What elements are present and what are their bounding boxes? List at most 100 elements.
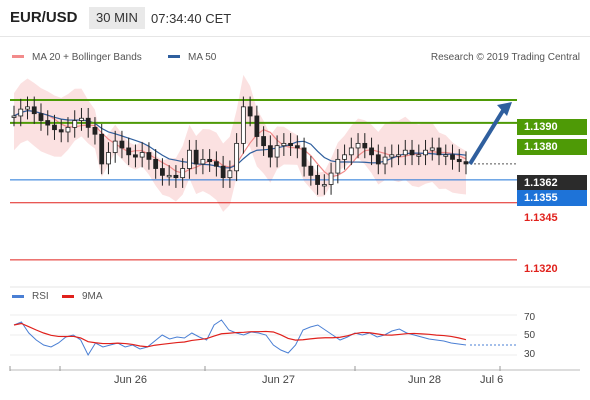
candle-body-43 bbox=[301, 147, 307, 167]
candle-body-41 bbox=[288, 142, 293, 147]
candle-body-2 bbox=[25, 106, 30, 110]
candle-body-51 bbox=[355, 142, 361, 149]
candle-body-48 bbox=[335, 158, 341, 174]
candle-body-21 bbox=[153, 158, 159, 169]
candle-body-7 bbox=[58, 129, 64, 133]
candle-body-10 bbox=[79, 117, 84, 121]
bollinger-band bbox=[14, 74, 466, 212]
legend-ma20: MA 20 + Bollinger Bands bbox=[12, 52, 142, 63]
ma50-swatch bbox=[168, 54, 180, 58]
rsi-tick-50: 50 bbox=[524, 330, 536, 341]
level-label-s2: 1.1320 bbox=[524, 263, 558, 275]
candle-body-61 bbox=[423, 149, 428, 156]
candle-body-36 bbox=[254, 115, 260, 137]
candle-body-34 bbox=[240, 106, 246, 144]
instrument-name: EUR/USD bbox=[10, 9, 78, 26]
candle-body-19 bbox=[139, 152, 145, 158]
rsi-tick-70: 70 bbox=[524, 312, 536, 323]
candle-body-20 bbox=[146, 152, 152, 160]
candle-body-8 bbox=[65, 126, 71, 133]
candle-body-16 bbox=[119, 140, 125, 149]
candle-body-22 bbox=[160, 168, 165, 176]
candle-body-35 bbox=[247, 106, 253, 117]
chart-header: EUR/USD 30 MIN 07:34:40 CET bbox=[0, 0, 590, 37]
candle-body-53 bbox=[369, 147, 374, 156]
candle-body-12 bbox=[92, 126, 98, 135]
candle-body-47 bbox=[328, 172, 334, 185]
candle-body-33 bbox=[234, 142, 240, 172]
candle-body-66 bbox=[456, 158, 462, 163]
projection-arrow-shaft bbox=[468, 107, 506, 165]
candle-body-18 bbox=[133, 154, 138, 158]
level-label-r2: 1.1390 bbox=[517, 119, 587, 135]
rsi-line bbox=[13, 319, 467, 357]
candle-body-54 bbox=[375, 154, 381, 165]
candle-body-62 bbox=[429, 147, 435, 151]
x-tick-jun28: Jun 28 bbox=[408, 374, 442, 386]
candle-body-50 bbox=[348, 147, 354, 156]
candle-body-14 bbox=[106, 152, 111, 165]
ma20-label: MA 20 + Bollinger Bands bbox=[32, 52, 142, 63]
candle-body-45 bbox=[315, 174, 320, 185]
candle-body-59 bbox=[409, 149, 415, 156]
candle-body-37 bbox=[261, 136, 267, 147]
legend-rsi: RSI bbox=[12, 291, 49, 302]
projection-arrow-head bbox=[497, 101, 512, 116]
candle-body-25 bbox=[180, 168, 186, 179]
rsi-swatch bbox=[12, 294, 24, 298]
candle-body-23 bbox=[166, 174, 172, 178]
x-tick-jun26: Jun 26 bbox=[114, 374, 148, 386]
candle-body-29 bbox=[207, 158, 213, 163]
ma50-label: MA 50 bbox=[188, 52, 217, 63]
legend-ma9: 9MA bbox=[62, 291, 103, 302]
candle-body-38 bbox=[267, 145, 273, 158]
timeframe-badge[interactable]: 30 MIN bbox=[89, 7, 145, 29]
research-credit: Research © 2019 Trading Central bbox=[430, 52, 580, 63]
legend-ma50: MA 50 bbox=[168, 52, 216, 63]
candle-body-6 bbox=[52, 124, 57, 131]
candle-body-15 bbox=[112, 140, 118, 153]
candle-body-11 bbox=[85, 117, 91, 128]
ma20-swatch bbox=[12, 54, 24, 58]
candle-body-52 bbox=[362, 142, 368, 149]
candle-body-49 bbox=[342, 154, 347, 160]
candle-body-67 bbox=[463, 161, 469, 165]
level-label-r1: 1.1380 bbox=[517, 139, 587, 155]
candle-body-0 bbox=[11, 115, 17, 118]
candle-body-32 bbox=[227, 170, 233, 179]
candle-body-17 bbox=[126, 147, 132, 156]
candle-body-55 bbox=[382, 156, 388, 165]
level-label-last: 1.1362 bbox=[517, 175, 587, 191]
candle-body-65 bbox=[450, 154, 455, 160]
candle-body-42 bbox=[294, 145, 300, 149]
candle-body-57 bbox=[396, 154, 401, 157]
rsi-legend-label: RSI bbox=[32, 291, 49, 302]
header-divider bbox=[0, 36, 590, 37]
ma9-swatch bbox=[62, 294, 74, 298]
candle-body-58 bbox=[402, 149, 408, 156]
candle-body-64 bbox=[443, 154, 449, 157]
candle-body-4 bbox=[38, 113, 44, 121]
candle-body-44 bbox=[308, 165, 314, 176]
candle-body-24 bbox=[173, 174, 179, 179]
timestamp: 07:34:40 CET bbox=[151, 11, 232, 26]
ma9-legend-label: 9MA bbox=[82, 291, 103, 302]
level-label-s1: 1.1345 bbox=[524, 212, 558, 224]
rsi-ma9-line bbox=[13, 322, 467, 348]
candle-body-40 bbox=[281, 142, 287, 147]
candle-body-28 bbox=[200, 158, 206, 165]
candle-body-27 bbox=[193, 149, 199, 165]
candle-body-1 bbox=[18, 108, 24, 117]
x-tick-jul6: Jul 6 bbox=[480, 374, 504, 386]
candle-body-39 bbox=[274, 145, 280, 158]
candle-body-31 bbox=[220, 165, 226, 179]
candle-body-30 bbox=[213, 161, 219, 167]
candle-body-46 bbox=[321, 184, 327, 187]
candle-body-56 bbox=[389, 154, 395, 158]
candle-body-13 bbox=[99, 133, 105, 165]
candle-body-26 bbox=[187, 149, 192, 169]
level-label-pivot: 1.1355 bbox=[517, 190, 587, 206]
candle-body-60 bbox=[416, 154, 422, 157]
rsi-tick-30: 30 bbox=[524, 349, 536, 360]
